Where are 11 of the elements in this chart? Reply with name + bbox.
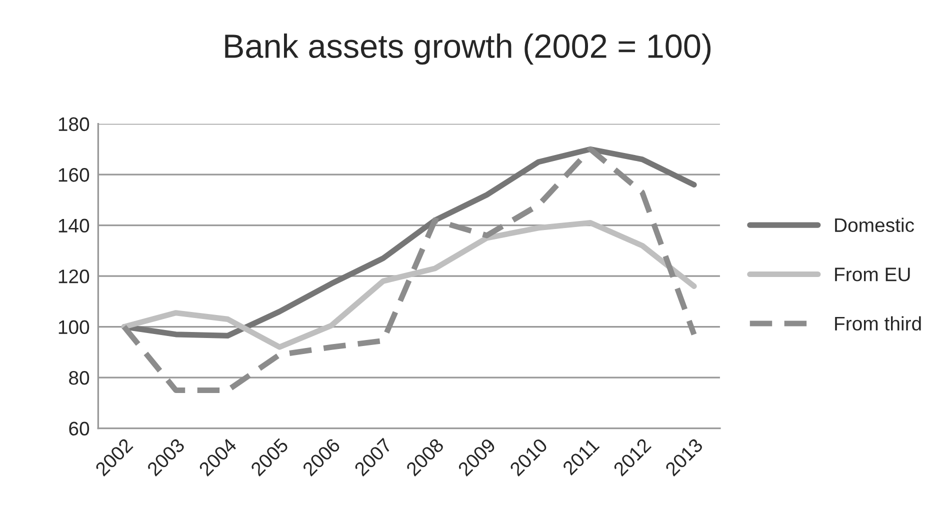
chart-title: Bank assets growth (2002 = 100) (225, 34, 710, 65)
legend-label: Domestic (835, 218, 914, 232)
y-tick-label: 120 (58, 270, 90, 284)
y-tick-label: 180 (58, 117, 90, 132)
y-tick-label: 160 (58, 168, 90, 182)
legend-label: From EU (835, 268, 910, 282)
y-tick-label: 60 (69, 422, 90, 436)
y-tick-label: 140 (58, 218, 90, 233)
y-tick-label: 80 (69, 371, 90, 385)
legend-label: From third (835, 316, 921, 331)
y-tick-label: 100 (58, 320, 90, 334)
